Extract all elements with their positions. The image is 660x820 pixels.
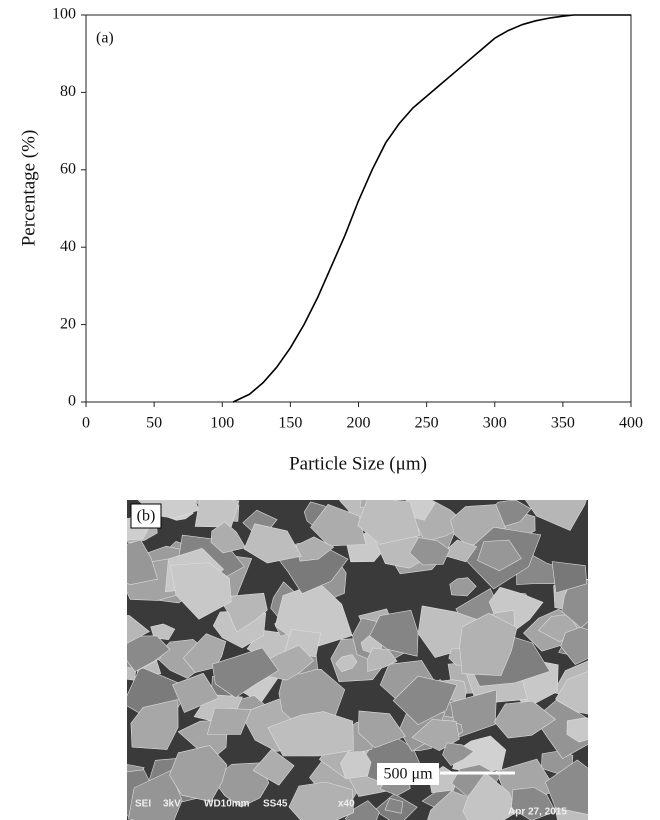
particle xyxy=(367,647,398,672)
particle xyxy=(340,751,372,780)
particle xyxy=(459,612,518,676)
particle xyxy=(243,523,302,564)
annotation: (a) xyxy=(96,30,114,47)
sem-particles xyxy=(127,500,588,820)
plot-frame xyxy=(85,14,632,403)
particle xyxy=(211,647,279,699)
particle xyxy=(544,759,588,815)
particle xyxy=(169,562,232,620)
particle xyxy=(357,500,421,545)
particle xyxy=(206,707,252,735)
x-tick-label: 250 xyxy=(415,415,439,432)
particle xyxy=(288,781,354,820)
particle xyxy=(442,742,475,766)
y-tick-label: 60 xyxy=(60,160,76,177)
particle xyxy=(477,539,522,572)
x-tick-label: 350 xyxy=(551,415,575,432)
info-text: x40 xyxy=(338,799,355,810)
x-axis-label: Particle Size (μm) xyxy=(289,453,427,474)
particle xyxy=(130,699,179,750)
x-tick-label: 50 xyxy=(146,415,162,432)
x-tick-label: 150 xyxy=(278,415,302,432)
particle xyxy=(450,689,497,739)
panel-label-box xyxy=(130,503,162,529)
particle xyxy=(310,503,367,547)
particle xyxy=(211,762,270,808)
particle xyxy=(172,672,220,713)
particle xyxy=(384,797,404,814)
particle xyxy=(127,615,150,644)
particle xyxy=(128,770,183,820)
particle xyxy=(169,745,228,803)
particle xyxy=(194,500,240,528)
data-line xyxy=(232,14,631,403)
particle xyxy=(462,772,518,820)
info-text: SS45 xyxy=(263,799,288,810)
info-text: SEI xyxy=(135,799,151,810)
x-tick-label: 400 xyxy=(619,415,643,432)
particle xyxy=(551,561,588,594)
particle xyxy=(267,711,354,757)
particle xyxy=(344,800,380,820)
sem-image: (b) 500 μm SEI 3kV WD10mm SS45 x40 Apr 2… xyxy=(127,500,588,820)
y-tick-label: 100 xyxy=(52,6,76,23)
particle xyxy=(440,539,478,563)
y-tick-label: 0 xyxy=(68,393,76,410)
y-axis-label: Percentage (%) xyxy=(18,130,39,247)
x-tick-label: 100 xyxy=(210,415,234,432)
particle xyxy=(182,633,227,673)
x-tick-label: 200 xyxy=(347,415,371,432)
x-tick-label: 0 xyxy=(82,415,90,432)
particle xyxy=(357,710,406,749)
particle xyxy=(252,748,295,786)
y-tick-label: 20 xyxy=(60,315,76,332)
particle xyxy=(511,787,556,820)
particle xyxy=(449,577,477,597)
scale-label: 500 μm xyxy=(383,766,433,783)
y-tick-label: 80 xyxy=(60,83,76,100)
particle xyxy=(335,654,358,673)
scale-label-box xyxy=(377,763,439,785)
particle xyxy=(494,700,557,739)
particle xyxy=(555,671,588,715)
info-text: 3kV xyxy=(163,799,181,810)
particle xyxy=(409,537,451,566)
info-text: WD10mm xyxy=(204,799,250,810)
y-tick-label: 40 xyxy=(60,238,76,255)
panel-label: (b) xyxy=(137,508,156,525)
info-text: Apr 27, 2015 xyxy=(508,807,567,818)
particle xyxy=(392,675,458,725)
particle xyxy=(525,500,587,531)
particle xyxy=(369,609,419,657)
particle xyxy=(127,539,158,586)
particle xyxy=(566,717,588,743)
x-tick-label: 300 xyxy=(483,415,507,432)
